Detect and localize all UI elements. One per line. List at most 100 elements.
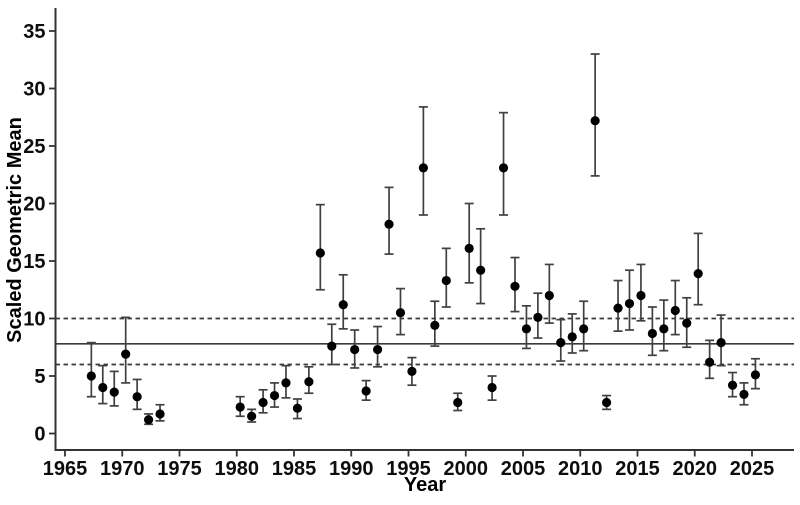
data-point-group [613,279,623,332]
data-point [155,409,165,419]
data-point-group [109,370,119,407]
data-point-group [670,279,680,336]
data-point-group [682,296,692,349]
y-axis-title: Scaled Geometric Mean [4,117,26,343]
data-point-group [521,305,532,350]
data-point-group [418,106,428,216]
data-point [670,305,680,316]
data-point-group [258,388,268,414]
data-point-group [705,339,715,380]
x-tick-label: 1980 [215,458,260,480]
reference-lines-layer [55,317,794,366]
data-point-group [716,314,726,367]
data-point [235,402,245,412]
data-point [693,269,703,279]
data-point [338,300,348,310]
data-point [498,163,509,173]
data-point [682,318,692,328]
data-point-group [384,186,394,255]
data-point [613,303,623,313]
data-point [384,219,394,229]
y-tick-label: 5 [34,366,45,388]
data-point-group [464,202,474,284]
data-point [579,324,589,334]
data-point [727,380,738,390]
data-point [739,389,749,399]
data-point [281,378,291,388]
data-point [418,163,428,173]
data-point-group [235,395,245,418]
data-point-group [601,394,612,411]
data-point [487,382,497,393]
data-point-group [304,365,314,395]
data-point [476,265,486,275]
x-tick-label: 2005 [501,458,546,480]
data-point [590,116,600,126]
data-point-group [292,398,303,420]
data-point [304,377,314,387]
data-point [121,349,131,359]
y-tick-label: 0 [34,424,45,446]
data-point-group [327,323,337,366]
data-point-group [350,329,360,369]
data-point-group [269,382,280,408]
x-tick-label: 2025 [730,458,775,480]
data-point-group [487,375,497,401]
data-point [269,390,280,401]
data-point [430,320,440,330]
x-tick-label: 1970 [100,458,145,480]
data-point [361,386,371,396]
y-tick-label: 35 [23,21,45,43]
data-point [407,366,417,376]
y-tick-label: 25 [23,136,45,158]
x-tick-label: 2020 [673,458,718,480]
data-point [521,324,532,334]
data-point-group [281,364,291,399]
data-point [567,332,577,342]
data-point-group [624,269,635,331]
data-point [350,344,360,355]
data-point [705,357,715,367]
x-tick-label: 2015 [615,458,660,480]
data-point-group [407,356,417,387]
data-point [716,338,726,348]
data-point [98,382,108,393]
y-tick-label: 15 [23,251,45,273]
y-tick-label: 10 [23,309,45,331]
data-point-group [98,364,108,405]
data-point-group [693,232,703,306]
data-point [372,344,383,355]
data-point [464,243,474,253]
x-axis-title: Year [404,474,446,496]
data-point [441,275,451,286]
data-point-group [315,203,325,291]
x-tick-label: 2000 [444,458,489,480]
data-point [453,397,463,408]
data-point-group [247,408,257,423]
data-point-group [143,413,154,426]
data-point [533,312,543,322]
data-point [647,328,657,339]
data-point [636,290,646,301]
data-point-group [544,263,554,324]
data-point-group [636,263,646,322]
data-point-group [533,292,543,339]
data-point [292,403,303,413]
data-point-group [86,341,96,398]
data-point-group [567,313,577,354]
data-point [132,392,142,402]
data-point [247,411,257,421]
data-layer [86,53,761,426]
data-point [601,397,612,408]
data-point [143,415,154,425]
data-point-group [739,382,749,406]
x-tick-label: 1965 [43,458,88,480]
data-point [556,338,566,348]
x-tick-label: 1985 [272,458,317,480]
data-point-group [556,318,566,362]
x-tick-label: 1975 [157,458,202,480]
data-point-group [750,357,761,390]
data-point-group [338,273,348,330]
data-point-group [647,306,657,357]
data-point-group [441,247,451,308]
